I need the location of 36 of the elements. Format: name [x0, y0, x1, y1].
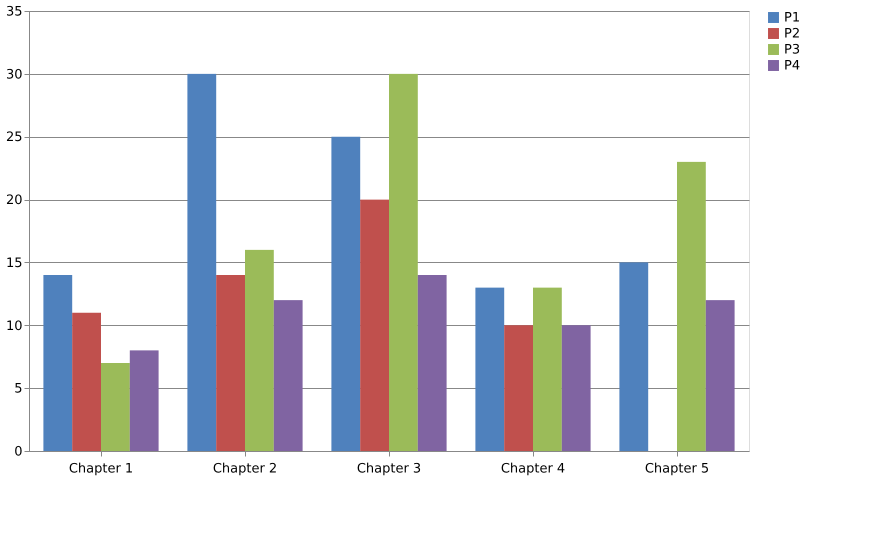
bar	[475, 288, 504, 451]
y-tick-label: 30	[6, 67, 22, 82]
y-tick-label: 15	[6, 256, 22, 271]
legend-label: P4	[784, 58, 800, 74]
bar	[43, 275, 72, 451]
y-tick-label: 20	[6, 193, 22, 208]
bar	[245, 250, 274, 451]
legend-label: P3	[784, 42, 800, 58]
x-tick-label: Chapter 5	[644, 462, 710, 476]
legend-label: P2	[784, 26, 800, 42]
bar	[360, 200, 389, 451]
bar	[216, 275, 245, 451]
x-tick-label: Chapter 2	[212, 462, 278, 476]
bar	[187, 74, 216, 451]
bar	[130, 350, 159, 451]
bar	[101, 363, 130, 451]
x-tick-label: Chapter 3	[356, 462, 422, 476]
bar	[418, 275, 447, 451]
bar	[619, 262, 648, 451]
y-tick-label: 10	[6, 318, 22, 334]
bar	[331, 136, 360, 451]
x-tick-label: Chapter 1	[68, 462, 134, 476]
bar	[706, 300, 735, 451]
y-tick-label: 25	[6, 130, 22, 146]
bar	[677, 162, 706, 451]
bar	[562, 325, 591, 451]
x-tick-label: Chapter 4	[500, 462, 566, 476]
bar	[533, 288, 562, 451]
bar	[504, 325, 533, 451]
bar	[389, 74, 418, 451]
y-tick-label: 0	[14, 444, 22, 460]
legend-label: P1	[784, 10, 800, 26]
bar	[72, 312, 101, 451]
bar	[274, 300, 303, 451]
y-tick-label: 35	[6, 4, 22, 20]
y-tick-label: 5	[14, 382, 22, 397]
